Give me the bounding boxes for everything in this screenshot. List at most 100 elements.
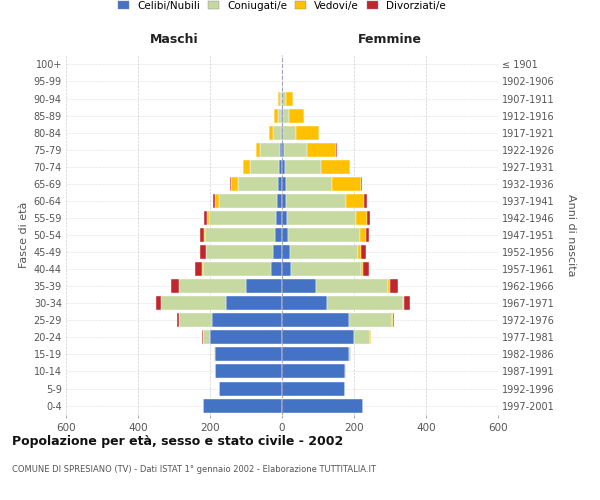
Bar [321,160,350,173]
Bar [361,245,365,259]
Bar [203,211,207,225]
Bar [282,364,345,378]
Bar [281,126,282,140]
Bar [282,279,316,293]
Bar [203,228,205,242]
Bar [366,228,370,242]
Bar [346,194,364,208]
Bar [212,194,215,208]
Bar [215,194,219,208]
Bar [177,314,179,328]
Bar [195,262,202,276]
Bar [200,245,206,259]
Bar [367,211,370,225]
Bar [219,382,282,396]
Bar [361,177,362,191]
Bar [290,245,358,259]
Bar [282,262,291,276]
Bar [273,245,282,259]
Bar [282,296,327,310]
Bar [390,279,398,293]
Bar [282,126,283,140]
Bar [275,228,282,242]
Bar [179,279,246,293]
Bar [332,177,361,191]
Bar [349,314,392,328]
Bar [202,262,203,276]
Bar [219,194,277,208]
Bar [260,142,280,156]
Text: Maschi: Maschi [149,32,199,46]
Bar [203,398,282,412]
Legend: Celibi/Nubili, Coniugati/e, Vedovi/e, Divorziati/e: Celibi/Nubili, Coniugati/e, Vedovi/e, Di… [115,0,449,14]
Bar [207,211,209,225]
Bar [283,92,286,106]
Bar [157,296,161,310]
Bar [203,262,271,276]
Bar [291,262,361,276]
Bar [200,228,203,242]
Bar [214,348,215,362]
Bar [210,330,282,344]
Bar [284,142,307,156]
Bar [282,74,283,88]
Bar [277,194,282,208]
Bar [269,126,273,140]
Bar [278,177,282,191]
Bar [226,296,282,310]
Bar [206,245,273,259]
Bar [282,398,363,412]
Bar [349,348,352,362]
Y-axis label: Fasce di età: Fasce di età [19,202,29,268]
Bar [282,228,289,242]
Bar [273,126,281,140]
Bar [282,211,287,225]
Bar [205,228,275,242]
Bar [281,108,282,122]
Bar [361,262,363,276]
Bar [246,279,282,293]
Bar [215,364,282,378]
Bar [256,142,260,156]
Bar [392,314,394,328]
Bar [215,348,282,362]
Bar [316,279,388,293]
Bar [296,126,319,140]
Bar [280,142,282,156]
Bar [307,142,336,156]
Bar [286,92,293,106]
Bar [243,160,250,173]
Bar [283,126,296,140]
Bar [289,108,304,122]
Bar [238,177,278,191]
Bar [278,92,280,106]
Bar [354,330,370,344]
Bar [209,211,275,225]
Bar [275,211,282,225]
Bar [285,160,321,173]
Bar [282,160,285,173]
Bar [231,177,238,191]
Bar [282,108,283,122]
Bar [289,228,361,242]
Bar [171,279,179,293]
Bar [282,330,354,344]
Y-axis label: Anni di nascita: Anni di nascita [566,194,576,276]
Text: Popolazione per età, sesso e stato civile - 2002: Popolazione per età, sesso e stato civil… [12,435,343,448]
Bar [279,160,282,173]
Bar [388,279,390,293]
Bar [287,211,356,225]
Text: COMUNE DI SPRESIANO (TV) - Dati ISTAT 1° gennaio 2002 - Elaborazione TUTTITALIA.: COMUNE DI SPRESIANO (TV) - Dati ISTAT 1°… [12,465,376,474]
Bar [179,314,212,328]
Bar [203,330,210,344]
Bar [345,364,346,378]
Bar [327,296,403,310]
Bar [282,142,284,156]
Bar [282,194,286,208]
Bar [286,177,332,191]
Bar [282,382,345,396]
Bar [358,245,361,259]
Bar [282,245,290,259]
Text: Femmine: Femmine [358,32,422,46]
Bar [282,314,349,328]
